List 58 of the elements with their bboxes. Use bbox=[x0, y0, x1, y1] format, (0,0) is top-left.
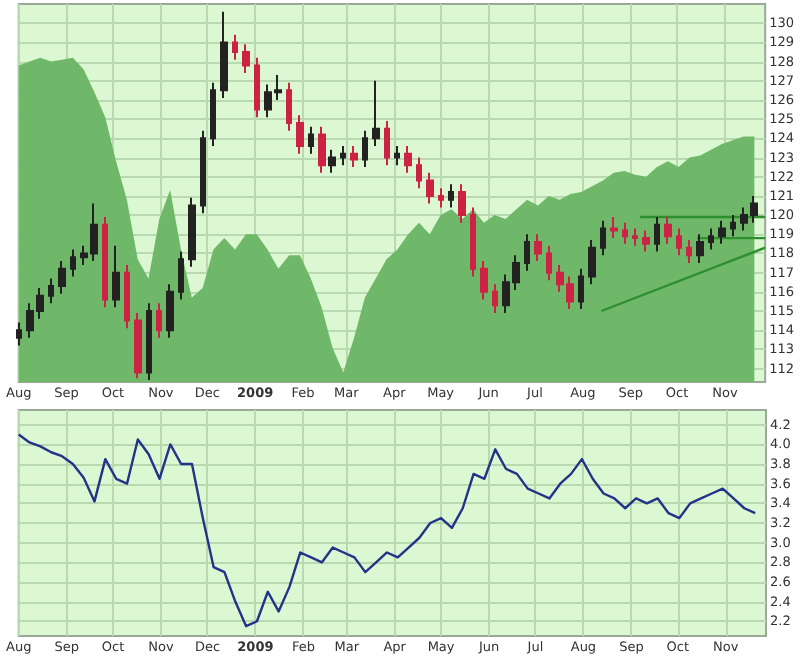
candlestick bbox=[102, 215, 108, 309]
candlestick bbox=[372, 79, 380, 147]
candlestick bbox=[16, 321, 22, 347]
line-series bbox=[17, 433, 757, 628]
candlestick bbox=[48, 277, 54, 305]
candlestick bbox=[534, 233, 542, 263]
candlestick bbox=[350, 144, 358, 169]
candlestick bbox=[384, 120, 390, 167]
candlestick bbox=[134, 311, 142, 380]
candlestick bbox=[730, 214, 736, 238]
candlestick bbox=[166, 283, 174, 339]
candlestick bbox=[220, 10, 228, 100]
candlestick bbox=[210, 81, 216, 147]
candlestick bbox=[676, 227, 682, 257]
candlestick bbox=[200, 129, 206, 215]
candlestick bbox=[416, 156, 422, 190]
candlestick bbox=[232, 33, 238, 61]
candlestick bbox=[70, 248, 76, 278]
candlestick bbox=[254, 56, 260, 119]
candlestick bbox=[696, 233, 704, 265]
candlestick bbox=[112, 244, 120, 309]
candlestick bbox=[286, 81, 292, 132]
candlestick bbox=[664, 215, 672, 245]
candlestick bbox=[448, 183, 454, 209]
candlestick bbox=[242, 43, 250, 75]
candlestick bbox=[178, 250, 184, 301]
candlestick bbox=[124, 263, 130, 330]
candlestick bbox=[426, 171, 434, 205]
candlestick bbox=[632, 227, 638, 247]
candlestick bbox=[328, 148, 336, 174]
candlestick bbox=[642, 229, 650, 253]
candlestick bbox=[394, 144, 400, 167]
candlestick bbox=[404, 144, 412, 174]
candlestick bbox=[58, 260, 66, 295]
candlestick bbox=[600, 219, 606, 257]
candlestick bbox=[610, 215, 618, 240]
candlestick bbox=[578, 267, 584, 311]
candlestick bbox=[318, 125, 326, 174]
candlestick bbox=[622, 221, 628, 245]
candlestick bbox=[296, 114, 304, 155]
candlestick bbox=[686, 239, 692, 265]
candlestick bbox=[470, 206, 476, 278]
candlestick bbox=[188, 196, 196, 268]
candlestick bbox=[308, 125, 314, 155]
candlestick bbox=[524, 233, 530, 272]
candlestick bbox=[480, 260, 488, 301]
candlestick bbox=[362, 129, 368, 169]
candlestick bbox=[708, 227, 714, 251]
candlestick bbox=[438, 187, 444, 209]
candlestick bbox=[654, 215, 660, 253]
candlestick bbox=[340, 144, 346, 167]
candlestick bbox=[146, 302, 152, 382]
candlestick bbox=[588, 239, 596, 286]
candlestick bbox=[546, 244, 552, 282]
candlestick bbox=[458, 183, 466, 224]
candlestick bbox=[492, 283, 498, 314]
candlestick bbox=[718, 219, 726, 245]
candlestick bbox=[156, 302, 162, 339]
